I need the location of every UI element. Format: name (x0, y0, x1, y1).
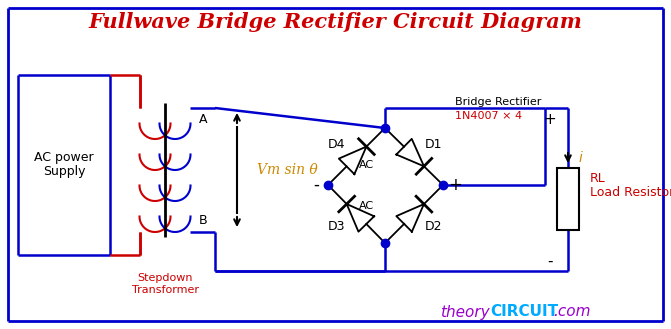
Text: CIRCUIT: CIRCUIT (490, 305, 558, 319)
Text: +: + (544, 113, 556, 128)
Text: AC: AC (359, 160, 374, 169)
Text: Vm sin θ: Vm sin θ (257, 163, 318, 177)
Text: D4: D4 (327, 138, 346, 151)
Text: Load Resistor: Load Resistor (590, 186, 671, 198)
Text: RL: RL (590, 171, 606, 185)
Text: Transformer: Transformer (132, 285, 199, 295)
Text: Fullwave Bridge Rectifier Circuit Diagram: Fullwave Bridge Rectifier Circuit Diagra… (88, 12, 582, 32)
Text: D3: D3 (327, 219, 346, 233)
Text: .com: .com (553, 305, 590, 319)
Text: theory: theory (440, 305, 490, 319)
Text: Supply: Supply (43, 165, 85, 179)
Text: D1: D1 (425, 138, 443, 151)
Bar (557, 168, 579, 230)
Text: D2: D2 (425, 219, 443, 233)
Text: -: - (313, 176, 319, 194)
Text: +: + (448, 176, 462, 194)
Text: B: B (199, 214, 207, 227)
Text: Bridge Rectifier: Bridge Rectifier (455, 97, 541, 107)
Text: AC: AC (359, 201, 374, 211)
Text: -: - (548, 254, 553, 268)
Text: 1N4007 × 4: 1N4007 × 4 (455, 111, 522, 121)
Text: Stepdown: Stepdown (138, 273, 193, 283)
Text: A: A (199, 113, 207, 126)
Text: i: i (578, 151, 582, 165)
Text: AC power: AC power (34, 151, 94, 164)
